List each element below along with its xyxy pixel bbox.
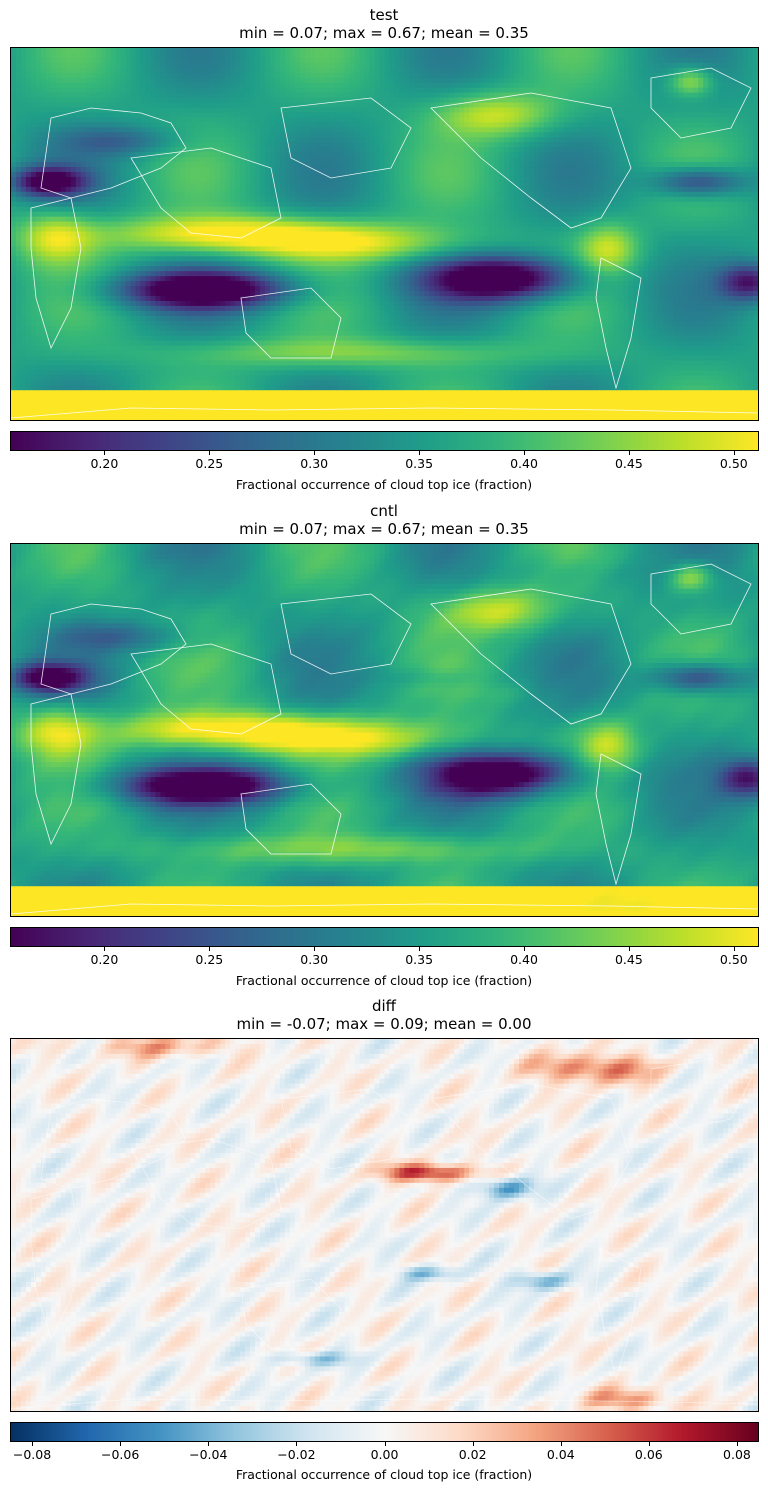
colorbar-tick-mark: [736, 1442, 738, 1446]
colorbar-tick-label: 0.06: [635, 1447, 663, 1462]
colorbar-tick-mark: [472, 1442, 474, 1446]
colorbar-tick-label: 0.35: [405, 952, 433, 967]
colorbar-tick-label: 0.08: [723, 1447, 751, 1462]
panel-cntl-colorbar-label: Fractional occurrence of cloud top ice (…: [0, 973, 768, 988]
colorbar-tick-label: 0.50: [720, 952, 748, 967]
colorbar-tick-mark: [419, 947, 421, 951]
colorbar-tick-label: 0.00: [371, 1447, 399, 1462]
coastline-path: [650, 1058, 752, 1130]
coastline-path: [280, 1088, 412, 1170]
colorbar-tick-mark: [524, 947, 526, 951]
coastline-path: [595, 257, 642, 390]
colorbar-tick-label: 0.40: [510, 456, 538, 471]
coastline-path: [40, 1098, 187, 1190]
colorbar-tick-mark: [560, 1442, 562, 1446]
coastline-path: [280, 97, 412, 179]
panel-test-title: test: [0, 6, 768, 24]
panel-test-stats: min = 0.07; max = 0.67; mean = 0.35: [0, 24, 768, 42]
colorbar-tick-label: 0.40: [510, 952, 538, 967]
coastline-path: [240, 287, 342, 359]
colorbar-tick-label: 0.02: [459, 1447, 487, 1462]
colorbar-tick-mark: [628, 451, 630, 455]
coastline-path: [430, 92, 632, 229]
coastline-path: [650, 67, 752, 139]
colorbar-tick-mark: [104, 947, 106, 951]
coastline-path: [11, 903, 758, 915]
colorbar-tick-mark: [209, 451, 211, 455]
coastline-path: [130, 1138, 282, 1230]
colorbar-tick-label: 0.30: [300, 456, 328, 471]
colorbar-tick-label: 0.25: [195, 952, 223, 967]
colorbar-tick-mark: [104, 451, 106, 455]
coastline-path: [11, 407, 758, 419]
colorbar-tick-label: −0.08: [13, 1447, 51, 1462]
colorbar-tick-mark: [384, 1442, 386, 1446]
coastline-path: [280, 593, 412, 675]
colorbar-tick-mark: [648, 1442, 650, 1446]
colorbar-tick-mark: [296, 1442, 298, 1446]
colorbar-tick-label: −0.04: [189, 1447, 227, 1462]
panel-diff-title: diff: [0, 997, 768, 1015]
coastline-path: [595, 1248, 642, 1381]
colorbar-tick-mark: [314, 947, 316, 951]
colorbar-tick-mark: [733, 451, 735, 455]
coastline-path: [430, 588, 632, 725]
colorbar-tick-mark: [419, 451, 421, 455]
panel-diff-colorbar-label: Fractional occurrence of cloud top ice (…: [0, 1467, 768, 1482]
panel-test-colorbar: [10, 431, 759, 451]
coastline-path: [595, 753, 642, 886]
colorbar-tick-mark: [733, 947, 735, 951]
colorbar-tick-label: 0.20: [90, 952, 118, 967]
colorbar-tick-label: 0.50: [720, 456, 748, 471]
colorbar-tick-mark: [524, 451, 526, 455]
panel-cntl-map: [10, 543, 759, 917]
coastline-path: [650, 563, 752, 635]
coastline-path: [130, 643, 282, 735]
colorbar-tick-label: 0.45: [615, 456, 643, 471]
colorbar-tick-label: 0.35: [405, 456, 433, 471]
coastline-path: [240, 1278, 342, 1350]
coastline-path: [11, 1398, 758, 1410]
coastline-path: [30, 1188, 82, 1341]
panel-diff-stats: min = -0.07; max = 0.09; mean = 0.00: [0, 1015, 768, 1033]
colorbar-tick-label: −0.06: [101, 1447, 139, 1462]
panel-test-map: [10, 47, 759, 421]
coastline-path: [40, 603, 187, 695]
coastline-path: [40, 107, 187, 199]
panel-diff-map: [10, 1038, 759, 1412]
colorbar-tick-mark: [208, 1442, 210, 1446]
colorbar-tick-mark: [628, 947, 630, 951]
colorbar-tick-label: 0.45: [615, 952, 643, 967]
colorbar-tick-mark: [120, 1442, 122, 1446]
panel-test-colorbar-label: Fractional occurrence of cloud top ice (…: [0, 477, 768, 492]
colorbar-tick-mark: [32, 1442, 34, 1446]
colorbar-tick-label: −0.02: [277, 1447, 315, 1462]
panel-diff-colorbar: [10, 1422, 759, 1442]
coastline-path: [30, 197, 82, 350]
panel-cntl-colorbar: [10, 927, 759, 947]
colorbar-tick-label: 0.25: [195, 456, 223, 471]
coastline-path: [130, 147, 282, 239]
coastline-path: [30, 693, 82, 846]
coastline-path: [240, 783, 342, 855]
colorbar-tick-label: 0.20: [90, 456, 118, 471]
coastline-path: [430, 1083, 632, 1220]
colorbar-tick-mark: [209, 947, 211, 951]
colorbar-tick-label: 0.30: [300, 952, 328, 967]
colorbar-tick-mark: [314, 451, 316, 455]
panel-cntl-title: cntl: [0, 502, 768, 520]
panel-cntl-stats: min = 0.07; max = 0.67; mean = 0.35: [0, 520, 768, 538]
colorbar-tick-label: 0.04: [547, 1447, 575, 1462]
